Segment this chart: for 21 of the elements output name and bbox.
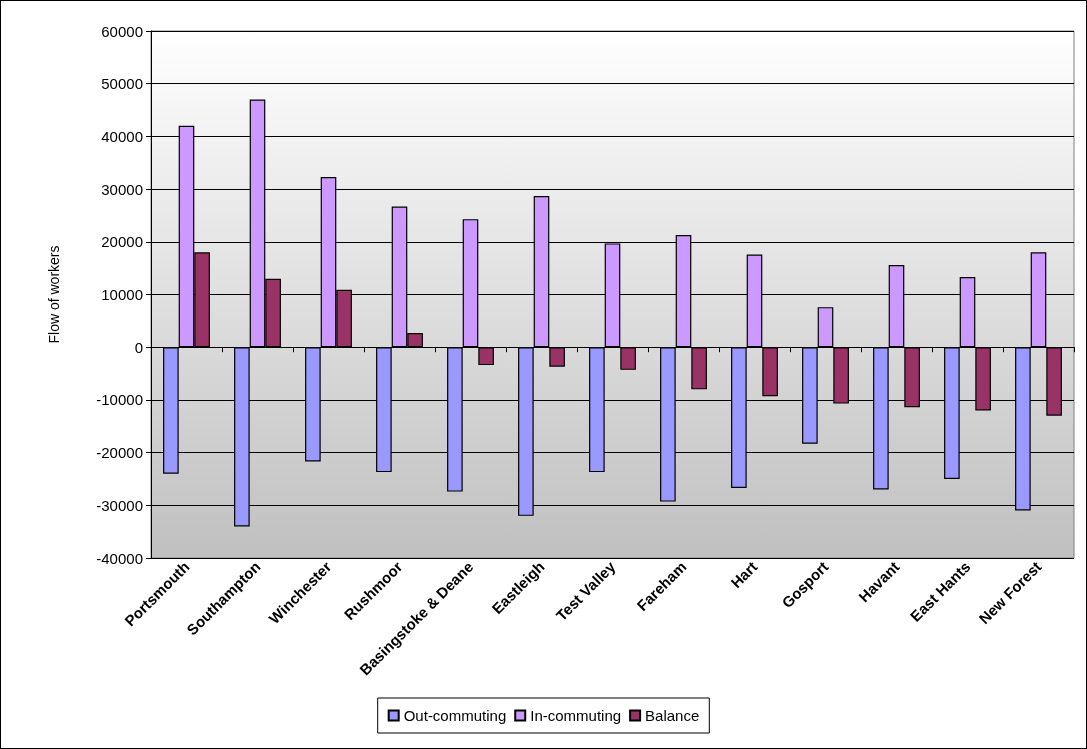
y-tick-label: 10000 bbox=[101, 286, 143, 303]
y-tick-label: -20000 bbox=[96, 444, 143, 462]
bar bbox=[691, 347, 707, 390]
legend-label: Out-commuting bbox=[403, 707, 507, 724]
legend-label: In-commuting bbox=[530, 707, 622, 724]
bar bbox=[620, 347, 636, 370]
bar bbox=[762, 347, 778, 397]
y-tick-label: 50000 bbox=[101, 75, 143, 93]
bar bbox=[817, 307, 834, 348]
y-tick-label: -40000 bbox=[96, 549, 143, 567]
y-tick-label: -30000 bbox=[96, 496, 143, 514]
y-tick-label: 40000 bbox=[101, 127, 143, 145]
y-tick-label: 20000 bbox=[101, 233, 143, 251]
y-tick-label: 30000 bbox=[101, 180, 143, 198]
bar bbox=[478, 347, 494, 366]
y-axis-title: Flow of workers bbox=[46, 245, 62, 344]
y-tick-label: 0 bbox=[134, 338, 143, 356]
y-tick-label: 60000 bbox=[101, 22, 143, 40]
legend-label: Balance bbox=[645, 707, 700, 724]
bar bbox=[549, 347, 565, 367]
y-tick-label: -10000 bbox=[96, 391, 143, 409]
